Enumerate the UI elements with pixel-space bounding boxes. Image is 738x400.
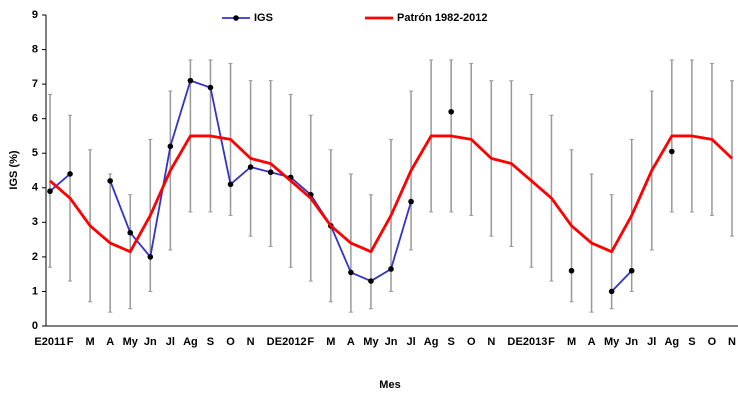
marker — [247, 164, 254, 170]
x-tick-label: A — [347, 336, 355, 348]
x-axis-label: Mes — [379, 379, 400, 391]
x-tick-label: M — [567, 336, 576, 348]
x-tick-label: Ag — [183, 336, 198, 348]
x-tick-label: D — [507, 336, 515, 348]
x-tick-label: A — [588, 336, 596, 348]
x-tick-label: Jl — [647, 336, 656, 348]
marker — [207, 84, 214, 91]
marker — [107, 178, 113, 184]
x-tick-label: My — [363, 336, 379, 348]
y-tick-label: 1 — [32, 285, 38, 297]
marker — [608, 288, 615, 295]
marker — [408, 198, 414, 205]
x-tick-label: E2013 — [516, 336, 548, 348]
legend-marker — [233, 15, 239, 21]
x-tick-label: F — [548, 336, 555, 348]
x-tick-label: N — [247, 336, 255, 348]
marker — [167, 143, 174, 150]
marker — [67, 171, 73, 177]
x-tick-label: Ag — [424, 336, 439, 348]
x-tick-label: F — [67, 336, 74, 348]
x-tick-label: Jn — [625, 336, 638, 348]
x-tick-label: Ag — [664, 336, 679, 348]
y-tick-label: 8 — [32, 43, 38, 55]
y-tick-label: 4 — [32, 182, 39, 194]
x-tick-label: M — [326, 336, 335, 348]
x-tick-label: M — [86, 336, 95, 348]
x-tick-label: N — [728, 336, 736, 348]
x-tick-label: O — [708, 336, 717, 348]
legend-label: IGS — [254, 12, 273, 24]
marker — [147, 254, 154, 260]
x-tick-label: O — [226, 336, 235, 348]
x-tick-label: A — [106, 336, 114, 348]
legend-label: Patrón 1982-2012 — [397, 12, 488, 24]
x-tick-label: F — [307, 336, 314, 348]
marker — [448, 108, 454, 115]
marker — [47, 188, 53, 195]
y-tick-label: 6 — [32, 113, 38, 125]
x-tick-label: D — [267, 336, 275, 348]
marker — [348, 269, 354, 276]
x-tick-label: My — [123, 336, 139, 348]
x-tick-label: Jl — [166, 336, 175, 348]
y-tick-label: 3 — [32, 216, 38, 228]
x-tick-label: Jn — [385, 336, 398, 348]
series-line — [50, 81, 672, 292]
marker — [628, 267, 635, 274]
marker — [568, 267, 575, 274]
marker — [388, 266, 394, 272]
x-tick-label: Jl — [406, 336, 415, 348]
y-tick-label: 7 — [32, 78, 38, 90]
y-tick-label: 0 — [32, 320, 38, 332]
x-tick-label: My — [604, 336, 620, 348]
marker — [368, 278, 374, 284]
marker — [267, 169, 274, 176]
x-tick-label: S — [448, 336, 455, 348]
x-tick-label: O — [467, 336, 476, 348]
y-tick-label: 2 — [32, 251, 38, 263]
series-line — [49, 134, 733, 254]
marker — [187, 77, 194, 84]
marker — [669, 148, 675, 155]
marker — [227, 181, 234, 188]
y-tick-label: 9 — [32, 9, 38, 21]
x-tick-label: Jn — [144, 336, 157, 348]
x-tick-label: S — [688, 336, 695, 348]
y-axis-label: IGS (%) — [8, 150, 20, 189]
x-tick-label: S — [207, 336, 214, 348]
x-tick-label: N — [487, 336, 495, 348]
marker — [127, 229, 134, 236]
y-tick-label: 5 — [32, 147, 38, 159]
x-tick-label: E2011 — [34, 336, 65, 348]
x-tick-label: E2012 — [275, 336, 307, 348]
